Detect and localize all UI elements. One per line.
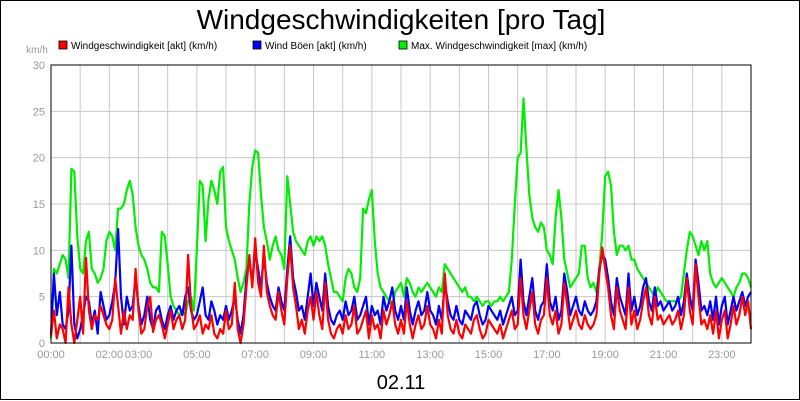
x-tick-label: 07:00 — [241, 349, 269, 361]
date-label: 02.11 — [377, 372, 426, 394]
legend-label: Windgeschwindigkeit [akt] (km/h) — [71, 41, 217, 52]
plot-area-border — [50, 64, 752, 344]
x-tick-label: 11:00 — [358, 349, 385, 361]
y-tick-label: 5 — [39, 292, 45, 304]
series-line-2 — [49, 97, 753, 339]
chart-title: Windgeschwindigkeiten [pro Tag] — [197, 4, 606, 35]
y-axis-unit-label: km/h — [26, 45, 48, 56]
series-layer — [49, 97, 753, 345]
legend-swatch — [58, 40, 68, 50]
x-tick-label: 13:00 — [416, 349, 444, 361]
series-line-0 — [49, 237, 753, 345]
y-tick-label: 15 — [33, 199, 45, 211]
x-tick-label: 05:00 — [183, 349, 211, 361]
x-axis-ticks: 00:00 02:00 03:00 05:00 07:00 09:00 11:00 13:00… — [37, 349, 735, 361]
x-tick-label: 19:00 — [591, 349, 619, 361]
x-tick-label: 23:00 — [708, 349, 736, 361]
y-tick-label: 20 — [33, 153, 45, 165]
x-tick-label: 21:00 — [650, 349, 678, 361]
series-line-1 — [49, 227, 752, 340]
y-tick-label: 30 — [33, 60, 45, 72]
x-tick-label: 03:00 — [125, 349, 153, 361]
x-tick-label: 15:00 — [475, 349, 503, 361]
y-tick-label: 25 — [33, 106, 45, 118]
x-tick-label: 02:00 — [96, 349, 124, 361]
y-tick-label: 10 — [33, 245, 45, 257]
legend-label: Wind Böen [akt] (km/h) — [265, 41, 367, 52]
y-tick-label: 0 — [39, 338, 45, 350]
x-tick-label: 00:00 — [37, 349, 65, 361]
legend-label: Max. Windgeschwindigkeit [max] (km/h) — [411, 41, 587, 52]
legend: Windgeschwindigkeit [akt] (km/h) Wind Böe… — [58, 40, 587, 52]
y-axis-ticks: 0 5 10 15 20 25 30 — [33, 60, 45, 350]
x-tick-label: 17:00 — [533, 349, 561, 361]
x-tick-label: 09:00 — [300, 349, 328, 361]
legend-swatch — [252, 40, 262, 50]
legend-swatch — [398, 40, 408, 50]
grid-lines — [51, 65, 751, 343]
